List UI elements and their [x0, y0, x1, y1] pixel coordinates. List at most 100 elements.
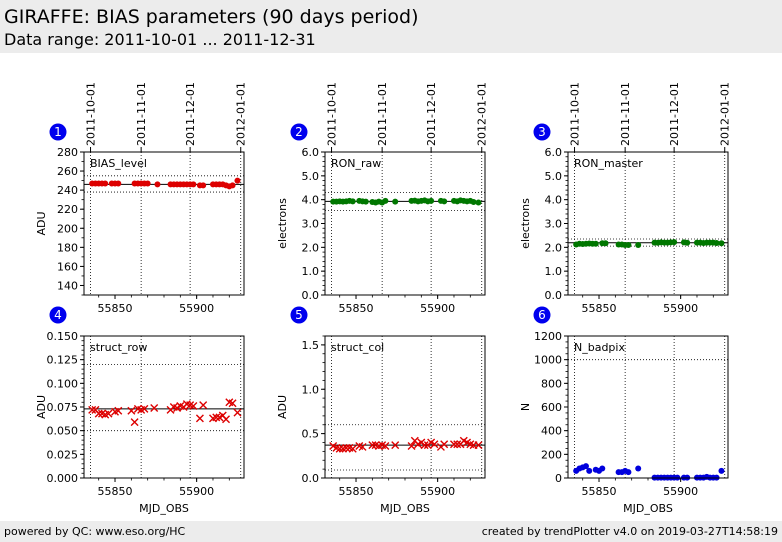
y-tick-label: 0.050: [47, 425, 79, 438]
y-tick-label: 2.0: [302, 241, 320, 254]
data-point: [154, 181, 161, 188]
footer-credit: powered by QC: www.eso.org/HC: [4, 525, 186, 538]
x-tick-label: 55900: [179, 302, 214, 315]
y-tick-label: 0.0: [545, 289, 563, 302]
data-point: [195, 414, 204, 423]
data-point: [342, 443, 351, 452]
date-tick-label: 2011-10-01: [85, 82, 98, 146]
y-axis-label: N: [519, 403, 532, 411]
plot-frame: [567, 151, 729, 296]
y-tick-label: 0.0: [302, 289, 320, 302]
y-tick-label: 180: [57, 241, 78, 254]
y-tick-label: 0.075: [47, 401, 79, 414]
data-point: [88, 405, 97, 414]
page-footer: powered by QC: www.eso.org/HC created by…: [0, 521, 782, 542]
date-tick-label: 2011-11-01: [135, 82, 148, 146]
data-point: [713, 240, 720, 247]
y-tick-label: 1.5: [302, 339, 320, 352]
data-point: [368, 441, 377, 450]
x-tick-label: 55850: [339, 302, 374, 315]
data-point: [671, 239, 678, 246]
y-tick-label: 0.100: [47, 377, 79, 390]
data-point: [228, 399, 237, 408]
date-tick-label: 2012-01-01: [235, 82, 248, 146]
data-point: [474, 441, 483, 450]
data-point: [104, 409, 113, 418]
data-point: [200, 182, 207, 189]
chart-badge-number: 3: [538, 125, 546, 139]
y-tick-label: 220: [57, 203, 78, 216]
y-tick-label: 4.0: [545, 194, 563, 207]
page-subtitle: Data range: 2011-10-01 ... 2011-12-31: [4, 30, 316, 49]
data-point: [430, 440, 439, 449]
data-point: [635, 241, 642, 248]
data-point: [222, 415, 231, 424]
y-tick-label: 140: [57, 279, 78, 292]
date-tick-label: 2011-11-01: [376, 82, 389, 146]
chart-badge: [533, 123, 551, 141]
plot-frame: [567, 335, 729, 479]
y-tick-label: 1200: [534, 330, 562, 343]
y-tick-label: 6.0: [302, 146, 320, 159]
y-tick-label: 0.125: [47, 354, 79, 367]
x-tick-label: 55900: [420, 485, 455, 498]
chart-badge: [49, 306, 67, 324]
data-point: [602, 240, 609, 247]
chart-5: 5 0.0 0.5 1.0 1.5 55850 55900 ADU MJD_OBS struct_…: [276, 306, 486, 515]
chart-3: 3 2011-10-01 2011-11-01 2011-12-01 2012-01-0…: [519, 82, 732, 315]
footer-generator-info: created by trendPlotter v4.0 on 2019-03-…: [481, 525, 778, 538]
y-tick-label: 400: [541, 425, 562, 438]
date-tick-label: 2011-12-01: [184, 82, 197, 146]
data-point: [718, 467, 725, 474]
data-point: [190, 181, 197, 188]
y-axis-label: electrons: [276, 198, 289, 249]
y-tick-label: 0.025: [47, 448, 79, 461]
y-axis-label: electrons: [519, 198, 532, 249]
y-tick-label: 600: [541, 401, 562, 414]
data-point: [470, 199, 477, 206]
data-point: [335, 444, 344, 453]
y-tick-label: 6.0: [545, 146, 563, 159]
date-tick-label: 2011-10-01: [326, 82, 339, 146]
data-point: [199, 401, 208, 410]
data-point: [441, 198, 448, 205]
y-tick-label: 0.0: [302, 472, 320, 485]
data-point: [94, 409, 103, 418]
date-tick-label: 2012-01-01: [476, 82, 489, 146]
y-tick-label: 5.0: [302, 170, 320, 183]
y-axis-label: ADU: [35, 395, 48, 419]
data-point: [115, 180, 122, 187]
data-point: [348, 444, 357, 453]
date-tick-label: 2011-12-01: [668, 82, 681, 146]
chart-badge: [290, 306, 308, 324]
x-tick-label: 55900: [420, 302, 455, 315]
y-tick-label: 0.5: [302, 428, 320, 441]
y-tick-label: 280: [57, 146, 78, 159]
page-header: GIRAFFE: BIAS parameters (90 days period…: [0, 0, 782, 53]
chart-title: BIAS_level: [90, 157, 147, 170]
chart-title: N_badpix: [574, 341, 625, 354]
data-point: [234, 177, 241, 184]
plot-frame: [83, 335, 245, 479]
chart-badge-number: 2: [295, 125, 303, 139]
x-tick-label: 55850: [582, 485, 617, 498]
x-tick-label: 55850: [339, 485, 374, 498]
data-point: [684, 239, 691, 246]
plot-frame: [324, 335, 486, 479]
data-point: [407, 442, 416, 451]
data-point: [428, 197, 435, 204]
y-tick-label: 3.0: [302, 218, 320, 231]
data-point: [718, 240, 725, 247]
chart-badge-number: 4: [54, 308, 62, 322]
y-tick-label: 240: [57, 184, 78, 197]
data-point: [475, 199, 482, 206]
chart-1: 1 2011-10-01 2011-11-01 2011-12-01 2012-01-0…: [35, 82, 248, 315]
data-point: [130, 418, 139, 427]
chart-badge-number: 6: [538, 308, 546, 322]
data-point: [362, 198, 369, 205]
data-point: [102, 180, 109, 187]
data-point: [381, 442, 390, 451]
data-point: [358, 442, 367, 451]
date-tick-label: 2012-01-01: [719, 82, 732, 146]
y-tick-label: 0.000: [47, 472, 79, 485]
